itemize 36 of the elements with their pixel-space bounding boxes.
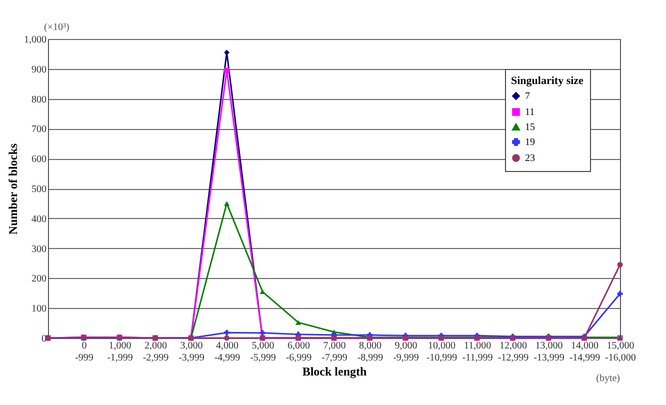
x-tick-label: 0 -999	[75, 340, 94, 364]
y-axis-title: Number of blocks	[6, 143, 20, 235]
y-tick-label: 300	[32, 244, 46, 255]
x-tick-label: 14,000 -14,999	[569, 340, 600, 364]
text: (×10³)	[44, 22, 70, 33]
y-tick-label: 800	[32, 94, 46, 106]
x-tick-label: 10,000 -10,999	[426, 340, 458, 364]
y-tick-label: 200	[32, 274, 46, 285]
x-tick-label: 1,000 -1,999	[107, 340, 133, 364]
y-tick-label: 500	[32, 184, 46, 195]
legend-title: Singularity size	[511, 75, 584, 87]
x-tick-label: 6,000 -6,999	[286, 340, 312, 364]
legend-label: 23	[525, 153, 535, 164]
x-tick-label: 3,000 -3,999	[178, 340, 204, 364]
x-tick-label: 13,000 -13,999	[534, 340, 564, 364]
x-tick-label: 11,000 -11,999	[462, 340, 493, 364]
x-tick-label: 15,000 -16,000	[605, 340, 636, 364]
legend-label: 11	[525, 107, 535, 118]
x-tick-label: 12,000 -12,999	[498, 340, 529, 364]
x-tick-label: 7,000 -7,999	[322, 340, 348, 364]
legend-label: 15	[525, 122, 535, 133]
x-tick-label: 8,000 -8,999	[357, 340, 384, 364]
y-tick-label: 100	[32, 304, 46, 315]
text: (byte)	[596, 373, 620, 384]
x-tick-label: 2,000 -2,999	[142, 340, 169, 364]
y-tick-label: 400	[32, 214, 46, 225]
legend-label: 19	[525, 137, 535, 148]
y-tick-label: 1,000	[24, 34, 46, 46]
x-tick-label: 9,000 -9,999	[393, 340, 419, 364]
x-tick-label: 5,000 -5,999	[250, 340, 276, 364]
y-tick-label: 700	[32, 124, 46, 136]
legend-label: 7	[525, 91, 530, 102]
x-tick-label: 4,000 -4,999	[214, 340, 240, 364]
y-tick-label: 900	[32, 64, 46, 76]
x-axis-title: Block length	[302, 364, 367, 378]
y-tick-label: 600	[32, 154, 46, 166]
